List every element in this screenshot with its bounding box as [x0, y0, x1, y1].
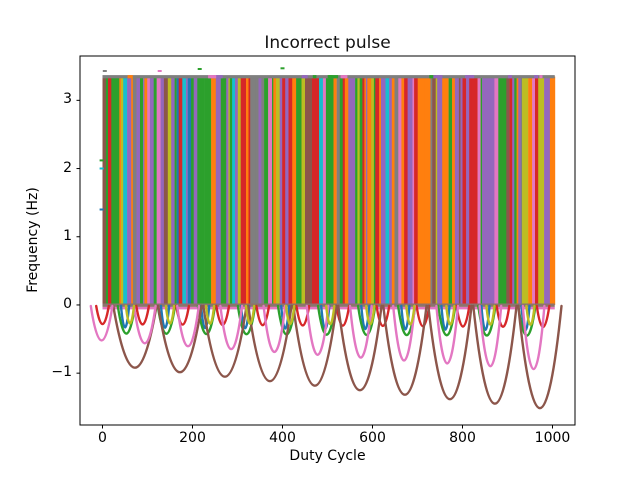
x-tick-label: 800 — [449, 430, 476, 446]
x-tick-label: 600 — [359, 430, 386, 446]
y-tick-label: 3 — [63, 91, 72, 108]
x-tick-label: 1000 — [534, 430, 571, 446]
y-tick-label: 0 — [63, 295, 72, 312]
x-tick-label: 400 — [269, 430, 296, 446]
x-tick-label: 0 — [98, 430, 107, 446]
chart-title: Incorrect pulse — [264, 33, 391, 53]
y-tick-label: 1 — [63, 227, 72, 244]
x-axis-label: Duty Cycle — [289, 448, 366, 464]
x-tick-label: 200 — [179, 430, 206, 446]
y-tick-label: 2 — [63, 159, 72, 176]
y-tick-label: −1 — [51, 364, 72, 381]
